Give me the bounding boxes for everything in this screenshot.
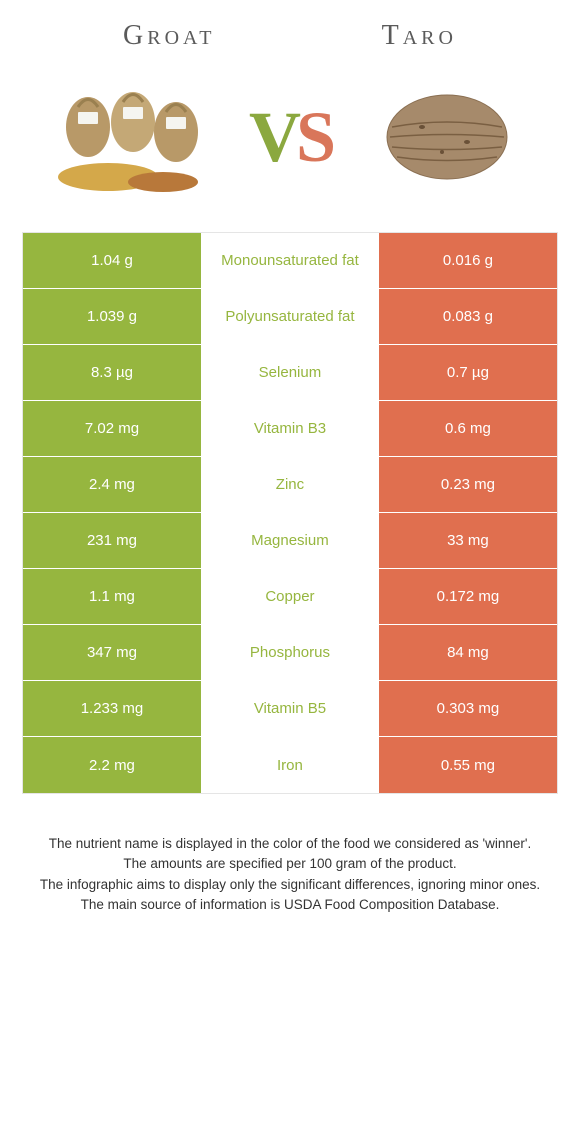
cell-left-value: 347 mg [23,625,201,680]
cell-nutrient-label: Iron [201,737,379,793]
food-title-right: Taro [382,20,457,52]
table-row: 2.2 mgIron0.55 mg [23,737,557,793]
footer-line: The amounts are specified per 100 gram o… [30,854,550,874]
cell-left-value: 2.4 mg [23,457,201,512]
cell-right-value: 0.083 g [379,289,557,344]
cell-right-value: 0.6 mg [379,401,557,456]
cell-nutrient-label: Monounsaturated fat [201,233,379,288]
footer-text: The nutrient name is displayed in the co… [30,834,550,915]
footer-line: The main source of information is USDA F… [30,895,550,915]
cell-nutrient-label: Selenium [201,345,379,400]
cell-nutrient-label: Phosphorus [201,625,379,680]
food-title-left: Groat [123,20,215,52]
cell-right-value: 0.7 µg [379,345,557,400]
cell-nutrient-label: Magnesium [201,513,379,568]
footer-line: The infographic aims to display only the… [30,875,550,895]
table-row: 1.039 gPolyunsaturated fat0.083 g [23,289,557,345]
header-row: Groat Taro [0,0,580,62]
cell-left-value: 8.3 µg [23,345,201,400]
table-row: 1.233 mgVitamin B50.303 mg [23,681,557,737]
table-row: 1.1 mgCopper0.172 mg [23,569,557,625]
cell-left-value: 231 mg [23,513,201,568]
images-row: VS [0,62,580,232]
cell-right-value: 0.303 mg [379,681,557,736]
cell-right-value: 0.23 mg [379,457,557,512]
table-row: 347 mgPhosphorus84 mg [23,625,557,681]
cell-nutrient-label: Copper [201,569,379,624]
cell-nutrient-label: Polyunsaturated fat [201,289,379,344]
cell-left-value: 1.1 mg [23,569,201,624]
cell-right-value: 0.016 g [379,233,557,288]
table-row: 2.4 mgZinc0.23 mg [23,457,557,513]
table-row: 1.04 gMonounsaturated fat0.016 g [23,233,557,289]
nutrient-table: 1.04 gMonounsaturated fat0.016 g1.039 gP… [22,232,558,794]
taro-image [357,72,537,202]
vs-v: V [249,97,296,177]
vs-label: VS [249,96,331,179]
vs-s: S [296,97,331,177]
cell-left-value: 1.04 g [23,233,201,288]
cell-left-value: 1.233 mg [23,681,201,736]
table-row: 8.3 µgSelenium0.7 µg [23,345,557,401]
groat-image [43,72,223,202]
cell-left-value: 2.2 mg [23,737,201,793]
cell-right-value: 0.55 mg [379,737,557,793]
footer-line: The nutrient name is displayed in the co… [30,834,550,854]
table-row: 7.02 mgVitamin B30.6 mg [23,401,557,457]
cell-nutrient-label: Vitamin B5 [201,681,379,736]
cell-right-value: 0.172 mg [379,569,557,624]
cell-nutrient-label: Vitamin B3 [201,401,379,456]
cell-left-value: 7.02 mg [23,401,201,456]
cell-right-value: 84 mg [379,625,557,680]
cell-left-value: 1.039 g [23,289,201,344]
cell-nutrient-label: Zinc [201,457,379,512]
table-row: 231 mgMagnesium33 mg [23,513,557,569]
cell-right-value: 33 mg [379,513,557,568]
